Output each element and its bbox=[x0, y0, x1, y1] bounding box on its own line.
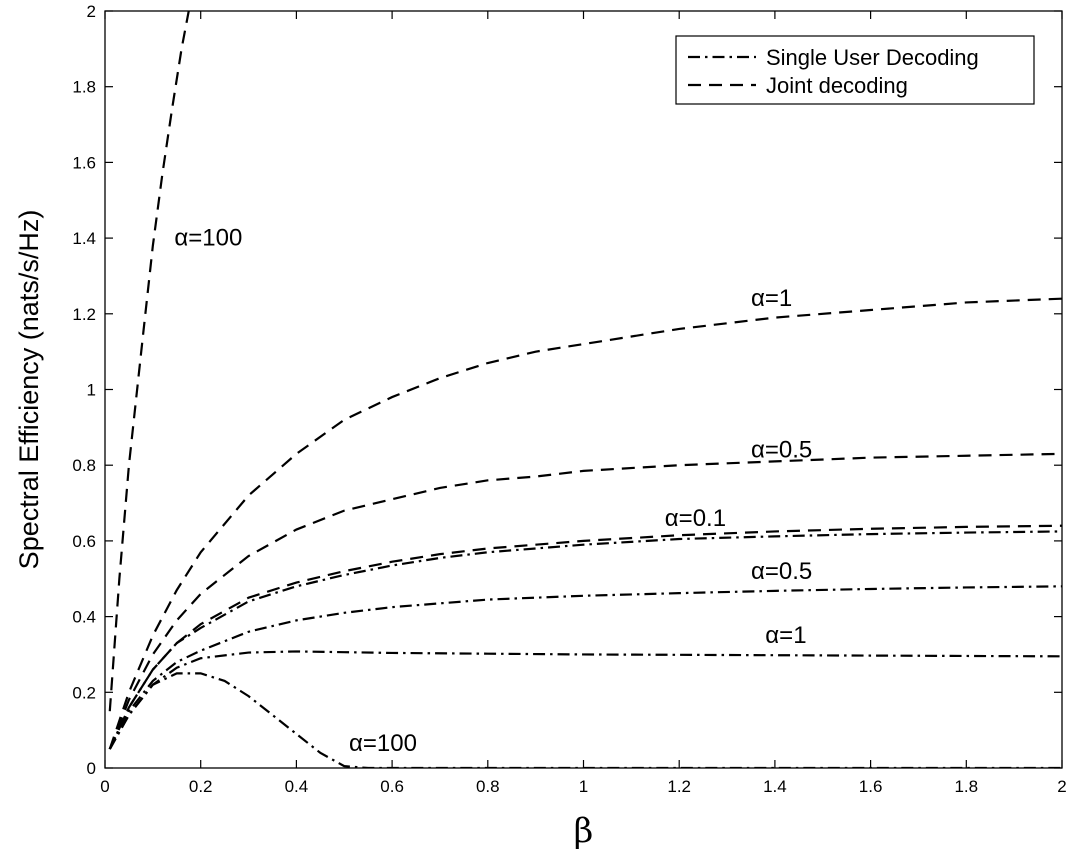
joint-curve-0 bbox=[108, 11, 190, 712]
curve-annotation: α=0.5 bbox=[751, 437, 812, 464]
x-tick-label: 0.8 bbox=[476, 777, 500, 796]
x-tick-label: 2 bbox=[1057, 777, 1066, 796]
y-axis-label: Spectral Efficiency (nats/s/Hz) bbox=[14, 210, 44, 570]
curve-annotation: α=0.1 bbox=[665, 505, 726, 532]
joint-curve-2 bbox=[108, 452, 1062, 750]
curve-annotation: α=0.5 bbox=[751, 558, 812, 585]
single-user-curve-5 bbox=[108, 585, 1062, 750]
x-tick-label: 1.4 bbox=[763, 777, 787, 796]
y-tick-label: 0 bbox=[87, 759, 96, 778]
y-tick-label: 1.2 bbox=[72, 305, 96, 324]
annotations-group: α=100 α=1 α=0.5 α=0.1 α=0.5 α=1 α=100 bbox=[174, 225, 812, 757]
legend-label: Joint decoding bbox=[766, 73, 908, 98]
y-tick-label: 0.8 bbox=[72, 456, 96, 475]
legend-label: Single User Decoding bbox=[766, 45, 979, 70]
x-tick-label: 1.2 bbox=[667, 777, 691, 796]
legend-box bbox=[675, 35, 1035, 105]
joint-curve-3 bbox=[108, 524, 1062, 750]
single-user-curve-6 bbox=[108, 650, 1062, 750]
curves-group bbox=[108, 11, 1062, 768]
x-axis-label: β bbox=[574, 811, 594, 849]
joint-curve-1 bbox=[108, 297, 1062, 750]
single-user-curve-7 bbox=[108, 672, 1062, 768]
x-tick-label: 0.4 bbox=[285, 777, 309, 796]
y-tick-label: 1.8 bbox=[72, 78, 96, 97]
x-tick-label: 0 bbox=[100, 777, 109, 796]
single-user-curve-4 bbox=[108, 530, 1062, 750]
x-tick-label: 1.6 bbox=[859, 777, 883, 796]
curve-annotation: α=1 bbox=[765, 622, 806, 649]
legend: Single User Decoding Joint decoding bbox=[675, 35, 1035, 105]
curve-annotation: α=1 bbox=[751, 285, 792, 312]
x-tick-label: 0.2 bbox=[189, 777, 213, 796]
y-tick-label: 1.6 bbox=[72, 153, 96, 172]
x-tick-label: 1.8 bbox=[954, 777, 978, 796]
x-tick-label: 0.6 bbox=[380, 777, 404, 796]
y-tick-label: 1.4 bbox=[72, 229, 96, 248]
x-tick-label: 1 bbox=[579, 777, 588, 796]
curve-annotation: α=100 bbox=[174, 225, 242, 252]
curve-annotation: α=100 bbox=[349, 730, 417, 757]
y-tick-label: 0.4 bbox=[72, 608, 96, 627]
y-tick-label: 0.2 bbox=[72, 683, 96, 702]
y-tick-label: 2 bbox=[87, 2, 96, 21]
y-tick-label: 0.6 bbox=[72, 532, 96, 551]
y-tick-label: 1 bbox=[87, 381, 96, 400]
axes-group: 0 0.2 0.4 0.6 0.8 1 1.2 1.4 1.6 1.8 2 0 0.2 0.4 0.6 0.8… bbox=[14, 2, 1067, 849]
